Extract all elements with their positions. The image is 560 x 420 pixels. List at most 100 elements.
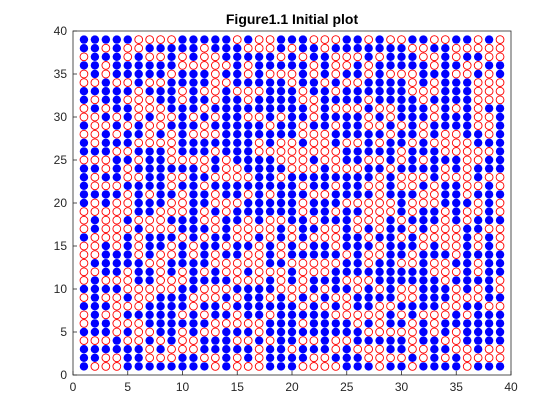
filled-blue-point (178, 130, 187, 139)
filled-blue-point (353, 112, 362, 122)
filled-blue-point (287, 362, 297, 371)
filled-blue-point (441, 250, 450, 259)
filled-blue-point (419, 284, 428, 294)
filled-blue-point (287, 302, 297, 311)
filled-blue-point (101, 138, 111, 147)
open-red-point (430, 86, 439, 96)
open-red-point (200, 104, 209, 113)
filled-blue-point (189, 78, 198, 87)
filled-blue-point (419, 216, 428, 225)
filled-blue-point (222, 52, 231, 61)
open-red-point (156, 284, 165, 294)
filled-blue-point (495, 327, 505, 337)
filled-blue-point (397, 250, 406, 259)
filled-blue-point (90, 190, 100, 199)
open-red-point (134, 241, 144, 251)
filled-blue-point (156, 44, 165, 53)
open-red-point (101, 336, 111, 345)
filled-blue-point (167, 259, 176, 268)
filled-blue-point (309, 327, 319, 337)
filled-blue-point (309, 181, 319, 190)
open-red-point (90, 112, 100, 122)
filled-blue-point (364, 147, 373, 156)
filled-blue-point (156, 155, 165, 165)
open-red-point (375, 250, 384, 259)
filled-blue-point (463, 78, 472, 87)
filled-blue-point (386, 259, 395, 268)
open-red-point (342, 301, 352, 311)
filled-blue-point (441, 61, 450, 70)
open-red-point (189, 344, 198, 354)
open-red-point (101, 233, 111, 242)
open-red-point (112, 198, 122, 208)
open-red-point (309, 95, 319, 105)
open-red-point (298, 147, 308, 156)
filled-blue-point (309, 207, 319, 216)
filled-blue-point (375, 276, 384, 285)
open-red-point (134, 112, 144, 122)
open-red-point (243, 258, 253, 268)
filled-blue-point (112, 284, 122, 294)
filled-blue-point (375, 164, 384, 173)
filled-blue-point (452, 362, 461, 371)
open-red-point (221, 207, 231, 216)
filled-blue-point (353, 293, 362, 302)
open-red-point (375, 190, 384, 199)
filled-blue-point (452, 155, 461, 165)
filled-blue-point (79, 198, 89, 208)
filled-blue-point (134, 362, 143, 371)
open-red-point (287, 233, 297, 242)
open-red-point (364, 258, 374, 268)
filled-blue-point (265, 155, 275, 165)
open-red-point (473, 155, 483, 165)
open-red-point (495, 241, 505, 251)
filled-blue-point (233, 112, 242, 122)
filled-blue-point (309, 276, 319, 285)
filled-blue-point (441, 95, 450, 105)
open-red-point (112, 224, 122, 234)
open-red-point (200, 164, 209, 173)
filled-blue-point (90, 147, 100, 156)
open-red-point (134, 43, 144, 53)
open-red-point (375, 224, 384, 234)
open-red-point (123, 276, 133, 285)
open-red-point (178, 198, 187, 208)
open-red-point (331, 155, 341, 165)
filled-blue-point (222, 138, 231, 147)
open-red-point (211, 69, 220, 79)
filled-blue-point (375, 147, 384, 156)
filled-blue-point (112, 69, 122, 79)
open-red-point (375, 327, 384, 337)
open-red-point (178, 61, 187, 70)
filled-blue-point (287, 250, 297, 259)
open-red-point (112, 215, 122, 225)
filled-blue-point (244, 155, 253, 165)
filled-blue-point (364, 78, 373, 87)
open-red-point (287, 69, 297, 79)
open-red-point (451, 147, 461, 156)
filled-blue-point (309, 52, 319, 61)
open-red-point (254, 353, 264, 363)
filled-blue-point (134, 130, 143, 139)
filled-blue-point (342, 130, 351, 139)
filled-blue-point (112, 164, 122, 173)
filled-blue-point (484, 250, 494, 259)
open-red-point (156, 112, 165, 122)
filled-blue-point (254, 302, 264, 311)
open-red-point (484, 69, 494, 79)
filled-blue-point (233, 95, 242, 105)
filled-blue-point (112, 95, 122, 105)
filled-blue-point (298, 310, 308, 319)
filled-blue-point (112, 121, 122, 130)
filled-blue-point (178, 69, 187, 79)
open-red-point (440, 224, 450, 234)
filled-blue-point (484, 198, 494, 208)
filled-blue-point (200, 259, 209, 268)
open-red-point (375, 241, 384, 251)
filled-blue-point (473, 138, 483, 147)
open-red-point (353, 78, 363, 87)
open-red-point (79, 69, 89, 79)
open-red-point (495, 172, 505, 182)
filled-blue-point (79, 61, 89, 70)
open-red-point (211, 129, 220, 139)
